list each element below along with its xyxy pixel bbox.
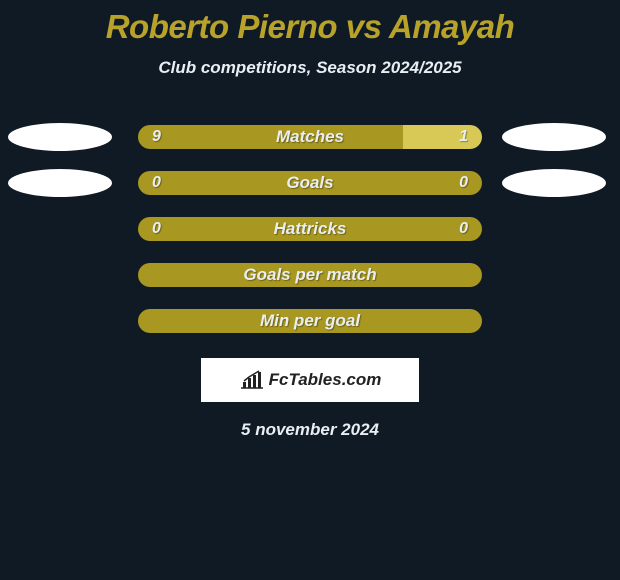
stat-bar-left <box>138 217 482 241</box>
attribution-badge: FcTables.com <box>201 358 419 402</box>
chart-icon <box>239 370 265 390</box>
stat-row: Matches91 <box>0 114 620 160</box>
stat-bar: Matches91 <box>138 125 482 149</box>
stat-row: Goals00 <box>0 160 620 206</box>
date-text: 5 november 2024 <box>0 420 620 440</box>
stat-bar-left <box>138 125 403 149</box>
stat-bar-left <box>138 309 482 333</box>
stat-bar-left <box>138 171 482 195</box>
player-photo-placeholder-left <box>8 123 112 151</box>
stat-bar: Min per goal <box>138 309 482 333</box>
stat-bar-left <box>138 263 482 287</box>
title: Roberto Pierno vs Amayah <box>0 0 620 46</box>
attribution-text: FcTables.com <box>269 370 382 390</box>
stat-rows: Matches91 Goals00 Hattricks00 Goals per mat… <box>0 114 620 344</box>
stat-row: Hattricks00 <box>0 206 620 252</box>
player-photo-placeholder-right <box>502 169 606 197</box>
stat-row: Goals per match <box>0 252 620 298</box>
player-photo-placeholder-left <box>8 169 112 197</box>
stat-bar: Goals per match <box>138 263 482 287</box>
subtitle: Club competitions, Season 2024/2025 <box>0 58 620 78</box>
player-photo-placeholder-right <box>502 123 606 151</box>
comparison-card: Roberto Pierno vs Amayah Club competitio… <box>0 0 620 580</box>
stat-bar: Goals00 <box>138 171 482 195</box>
stat-row: Min per goal <box>0 298 620 344</box>
stat-bar-right <box>403 125 482 149</box>
stat-bar: Hattricks00 <box>138 217 482 241</box>
